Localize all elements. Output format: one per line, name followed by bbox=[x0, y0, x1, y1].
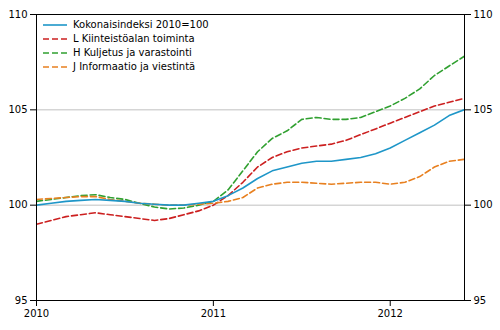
html-text:J Informaatio ja viestintä: J Informaatio ja viestintä bbox=[73, 61, 196, 72]
svg-text:95: 95 bbox=[474, 295, 487, 306]
svg-text:2011: 2011 bbox=[201, 308, 226, 319]
svg-text:105: 105 bbox=[8, 104, 27, 115]
html-text:Kokonaisindeksi 2010=100: Kokonaisindeksi 2010=100 bbox=[73, 19, 209, 30]
svg-text:105: 105 bbox=[474, 104, 493, 115]
svg-text:100: 100 bbox=[8, 199, 27, 210]
svg-text:2012: 2012 bbox=[377, 308, 402, 319]
svg-text:110: 110 bbox=[474, 9, 493, 20]
svg-text:100: 100 bbox=[474, 199, 493, 210]
svg-text:110: 110 bbox=[8, 9, 27, 20]
svg-text:2010: 2010 bbox=[24, 308, 49, 319]
html-text:H Kuljetus ja varastointi: H Kuljetus ja varastointi bbox=[73, 47, 192, 58]
html-text:L Kiinteistöalan toiminta: L Kiinteistöalan toiminta bbox=[73, 33, 195, 44]
svg-text:95: 95 bbox=[15, 295, 28, 306]
